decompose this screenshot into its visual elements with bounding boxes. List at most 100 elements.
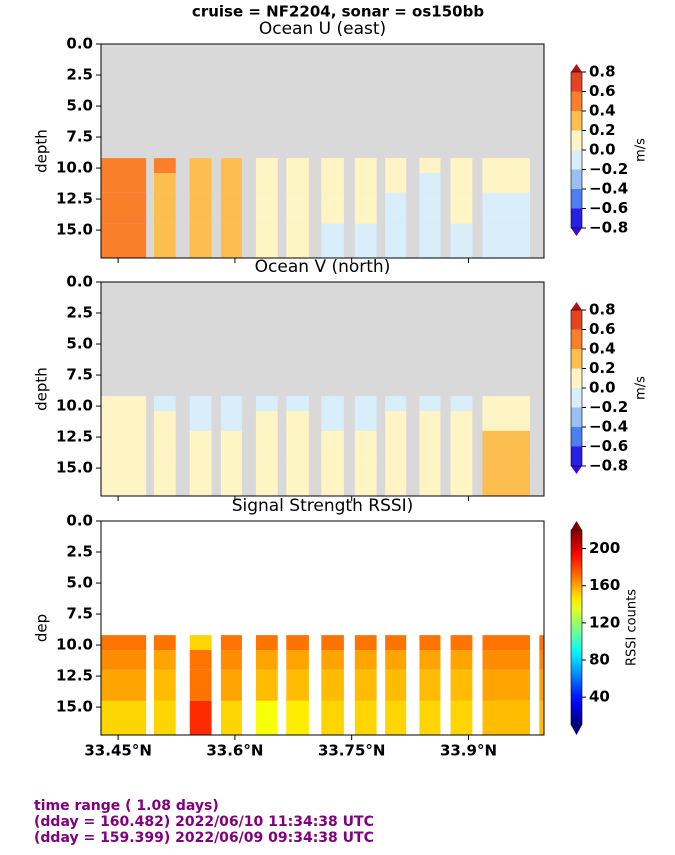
cell <box>255 411 278 431</box>
cell <box>220 158 242 174</box>
cell <box>539 669 544 701</box>
colorbar-band <box>571 388 582 408</box>
colorbar-tick-label: 160 <box>589 576 620 594</box>
cell <box>419 700 441 735</box>
cell <box>450 223 473 258</box>
cell <box>101 700 147 735</box>
colorbar-tick-label: −0.6 <box>589 437 628 455</box>
y-tick-label: 0.0 <box>66 35 93 53</box>
cell <box>255 461 278 496</box>
cell <box>385 461 407 496</box>
cell <box>482 223 530 258</box>
y-tick-label: 12.5 <box>56 190 93 208</box>
cell <box>354 650 377 670</box>
colorbar-tick-label: −0.2 <box>589 398 628 416</box>
colorbar-tick-label: 0.4 <box>589 340 616 358</box>
colorbar-tick-label: 0.4 <box>589 102 616 120</box>
cell <box>385 411 407 431</box>
cell <box>153 700 176 735</box>
cell <box>482 396 530 412</box>
cell <box>450 158 473 174</box>
cell <box>321 669 344 701</box>
cell <box>255 158 278 174</box>
cell <box>419 411 441 431</box>
cell <box>101 650 147 670</box>
cell <box>255 430 278 462</box>
cell <box>321 158 344 174</box>
colorbar-extend <box>571 64 582 72</box>
cell <box>189 461 212 496</box>
cell <box>539 635 544 651</box>
colorbar-band <box>571 130 582 150</box>
y-tick-label: 0.0 <box>66 512 93 530</box>
cell <box>101 461 147 496</box>
y-tick-label: 7.5 <box>66 366 93 384</box>
cell <box>286 461 309 496</box>
cell <box>101 158 147 174</box>
cell <box>321 650 344 670</box>
cell <box>189 700 212 735</box>
cell <box>482 158 530 174</box>
cell <box>321 635 344 651</box>
cell <box>189 669 212 701</box>
panel-title: Ocean U (east) <box>259 19 386 39</box>
suptitle: cruise = NF2204, sonar = os150bb <box>192 3 484 21</box>
cell <box>189 158 212 174</box>
cell <box>385 396 407 412</box>
cell <box>354 173 377 193</box>
colorbar-band <box>571 427 582 447</box>
colorbar-tick-label: −0.4 <box>589 418 628 436</box>
cell <box>354 223 377 258</box>
cell <box>153 650 176 670</box>
cell <box>220 396 242 412</box>
cell <box>321 396 344 412</box>
cell <box>255 192 278 224</box>
cell <box>220 430 242 462</box>
y-tick-label: 5.0 <box>66 574 93 592</box>
y-axis-label: dep <box>33 614 51 642</box>
cell <box>354 635 377 651</box>
colorbar-extend <box>571 302 582 310</box>
cell <box>321 192 344 224</box>
cell <box>419 650 441 670</box>
cell <box>419 192 441 224</box>
cell <box>419 158 441 174</box>
colorbar-tick-label: −0.8 <box>589 457 628 475</box>
cell <box>101 669 147 701</box>
cell <box>255 635 278 651</box>
cell <box>286 158 309 174</box>
cell <box>321 411 344 431</box>
y-tick-label: 12.5 <box>56 428 93 446</box>
colorbar-band <box>571 72 582 92</box>
cell <box>220 173 242 193</box>
cell <box>354 700 377 735</box>
x-tick-label: 33.6°N <box>206 742 263 760</box>
cell <box>286 223 309 258</box>
cell <box>354 669 377 701</box>
cell <box>354 396 377 412</box>
cell <box>321 223 344 258</box>
cell <box>153 223 176 258</box>
cell <box>286 430 309 462</box>
cell <box>385 430 407 462</box>
colorbar-tick-label: 0.6 <box>589 320 616 338</box>
cell <box>482 173 530 193</box>
cell <box>255 173 278 193</box>
cell <box>101 635 147 651</box>
cell <box>450 700 473 735</box>
cell <box>153 430 176 462</box>
cell <box>385 650 407 670</box>
colorbar-band <box>571 111 582 131</box>
colorbar-tick-label: 120 <box>589 613 620 631</box>
colorbar-band <box>571 169 582 189</box>
cell <box>189 650 212 670</box>
cell <box>153 396 176 412</box>
y-tick-label: 5.0 <box>66 335 93 353</box>
y-tick-label: 2.5 <box>66 66 93 84</box>
y-tick-label: 7.5 <box>66 128 93 146</box>
cell <box>286 700 309 735</box>
cell <box>539 700 544 735</box>
colorbar-tick-label: −0.2 <box>589 160 628 178</box>
cell <box>153 411 176 431</box>
colorbar-label: m/s <box>634 376 649 400</box>
